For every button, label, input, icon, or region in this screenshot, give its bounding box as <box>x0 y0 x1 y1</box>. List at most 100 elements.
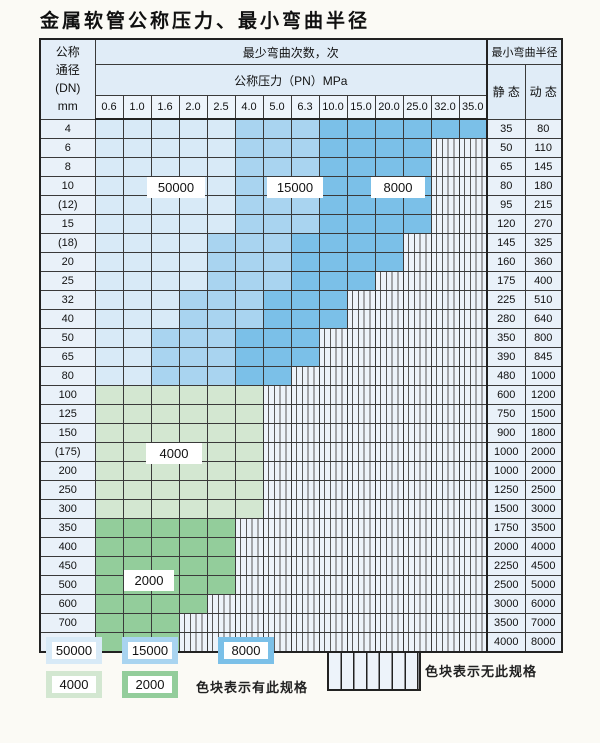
spec-cell-c4000 <box>234 461 264 481</box>
legend-no-spec-text: 色块表示无此规格 <box>425 664 538 679</box>
table-row: (12) 95 215 <box>39 195 563 215</box>
no-spec-cell <box>458 195 488 215</box>
no-spec-cell <box>290 518 320 538</box>
no-spec-cell <box>346 556 376 576</box>
dynamic-radius-cell: 2500 <box>524 480 563 500</box>
no-spec-cell <box>346 404 376 424</box>
dn-cell: 32 <box>39 290 96 310</box>
spec-cell-c4000 <box>150 385 180 405</box>
spec-cell-c4000 <box>94 480 124 500</box>
no-spec-cell <box>318 632 348 653</box>
dynamic-radius-cell: 270 <box>524 214 563 234</box>
dynamic-radius-cell: 400 <box>524 271 563 291</box>
dynamic-radius-cell: 640 <box>524 309 563 329</box>
pressure-value: 15.0 <box>346 95 376 120</box>
no-spec-cell <box>346 518 376 538</box>
dn-cell: 65 <box>39 347 96 367</box>
dn-cell: 10 <box>39 176 96 196</box>
legend-swatch-50000-label: 50000 <box>52 642 96 659</box>
pressure-header: 公称压力（PN）MPa <box>94 64 488 96</box>
pressure-value: 35.0 <box>458 95 488 120</box>
spec-cell-c4000 <box>150 461 180 481</box>
spec-cell-c50000 <box>206 195 236 215</box>
bend-cycles-header: 最少弯曲次数，次 <box>94 38 488 65</box>
no-spec-cell <box>430 499 460 519</box>
no-spec-cell <box>430 518 460 538</box>
spec-cell-c4000 <box>122 404 152 424</box>
legend-swatch-15000: 15000 <box>122 637 178 664</box>
spec-cell-c50000 <box>94 176 124 196</box>
no-spec-cell <box>318 328 348 348</box>
no-spec-cell <box>262 480 292 500</box>
no-spec-cell <box>402 594 432 614</box>
spec-cell-c8000 <box>318 118 348 139</box>
spec-cell-c2000 <box>178 518 208 538</box>
static-radius-cell: 225 <box>486 290 526 310</box>
spec-cell-c50000 <box>150 233 180 253</box>
spec-cell-c15000 <box>234 214 264 234</box>
no-spec-cell <box>290 499 320 519</box>
spec-cell-c4000 <box>234 442 264 462</box>
no-spec-cell <box>430 233 460 253</box>
no-spec-cell <box>458 252 488 272</box>
no-spec-cell <box>262 575 292 595</box>
no-spec-cell <box>346 461 376 481</box>
spec-cell-c8000 <box>318 195 348 215</box>
spec-cell-c15000 <box>234 309 264 329</box>
no-spec-cell <box>374 499 404 519</box>
no-spec-cell <box>430 575 460 595</box>
pressure-value: 10.0 <box>318 95 348 120</box>
spec-cell-c2000 <box>122 613 152 633</box>
static-radius-cell: 600 <box>486 385 526 405</box>
spec-cell-c50000 <box>122 195 152 215</box>
no-spec-cell <box>402 613 432 633</box>
no-spec-cell <box>290 613 320 633</box>
spec-cell-c50000 <box>122 328 152 348</box>
spec-cell-c8000 <box>346 233 376 253</box>
spec-cell-c15000 <box>206 328 236 348</box>
no-spec-cell <box>458 594 488 614</box>
no-spec-cell <box>430 385 460 405</box>
no-spec-cell <box>458 480 488 500</box>
dn-cell: (18) <box>39 233 96 253</box>
dynamic-radius-cell: 3500 <box>524 518 563 538</box>
spec-cell-c50000 <box>122 271 152 291</box>
no-spec-cell <box>430 423 460 443</box>
spec-cell-c2000 <box>178 575 208 595</box>
spec-cell-c50000 <box>178 214 208 234</box>
spec-cell-c15000 <box>178 309 208 329</box>
no-spec-cell <box>402 328 432 348</box>
no-spec-cell <box>346 366 376 386</box>
spec-cell-c8000 <box>346 214 376 234</box>
dn-cell: 500 <box>39 575 96 595</box>
no-spec-cell <box>374 328 404 348</box>
spec-cell-c2000 <box>94 518 124 538</box>
no-spec-cell <box>430 309 460 329</box>
spec-cell-c15000 <box>262 157 292 177</box>
no-spec-cell <box>346 480 376 500</box>
spec-cell-c8000 <box>346 271 376 291</box>
spec-cell-c50000 <box>94 309 124 329</box>
pressure-value: 5.0 <box>262 95 292 120</box>
no-spec-cell <box>458 499 488 519</box>
legend-swatch-2000-label: 2000 <box>128 676 172 693</box>
spec-cell-c15000 <box>178 328 208 348</box>
no-spec-cell <box>374 632 404 653</box>
table-row: 4 35 80 <box>39 118 563 139</box>
spec-cell-c50000 <box>150 157 180 177</box>
spec-cell-c8000 <box>374 138 404 158</box>
no-spec-cell <box>430 480 460 500</box>
spec-cell-c50000 <box>150 252 180 272</box>
dynamic-radius-cell: 2000 <box>524 442 563 462</box>
no-spec-cell <box>430 404 460 424</box>
no-spec-cell <box>290 480 320 500</box>
no-spec-cell <box>318 366 348 386</box>
spec-cell-c2000 <box>206 575 236 595</box>
spec-cell-c50000 <box>94 347 124 367</box>
no-spec-cell <box>206 594 236 614</box>
spec-cell-c2000 <box>178 594 208 614</box>
spec-cell-c50000 <box>150 309 180 329</box>
no-spec-cell <box>402 347 432 367</box>
dn-cell: 250 <box>39 480 96 500</box>
no-spec-cell <box>262 423 292 443</box>
